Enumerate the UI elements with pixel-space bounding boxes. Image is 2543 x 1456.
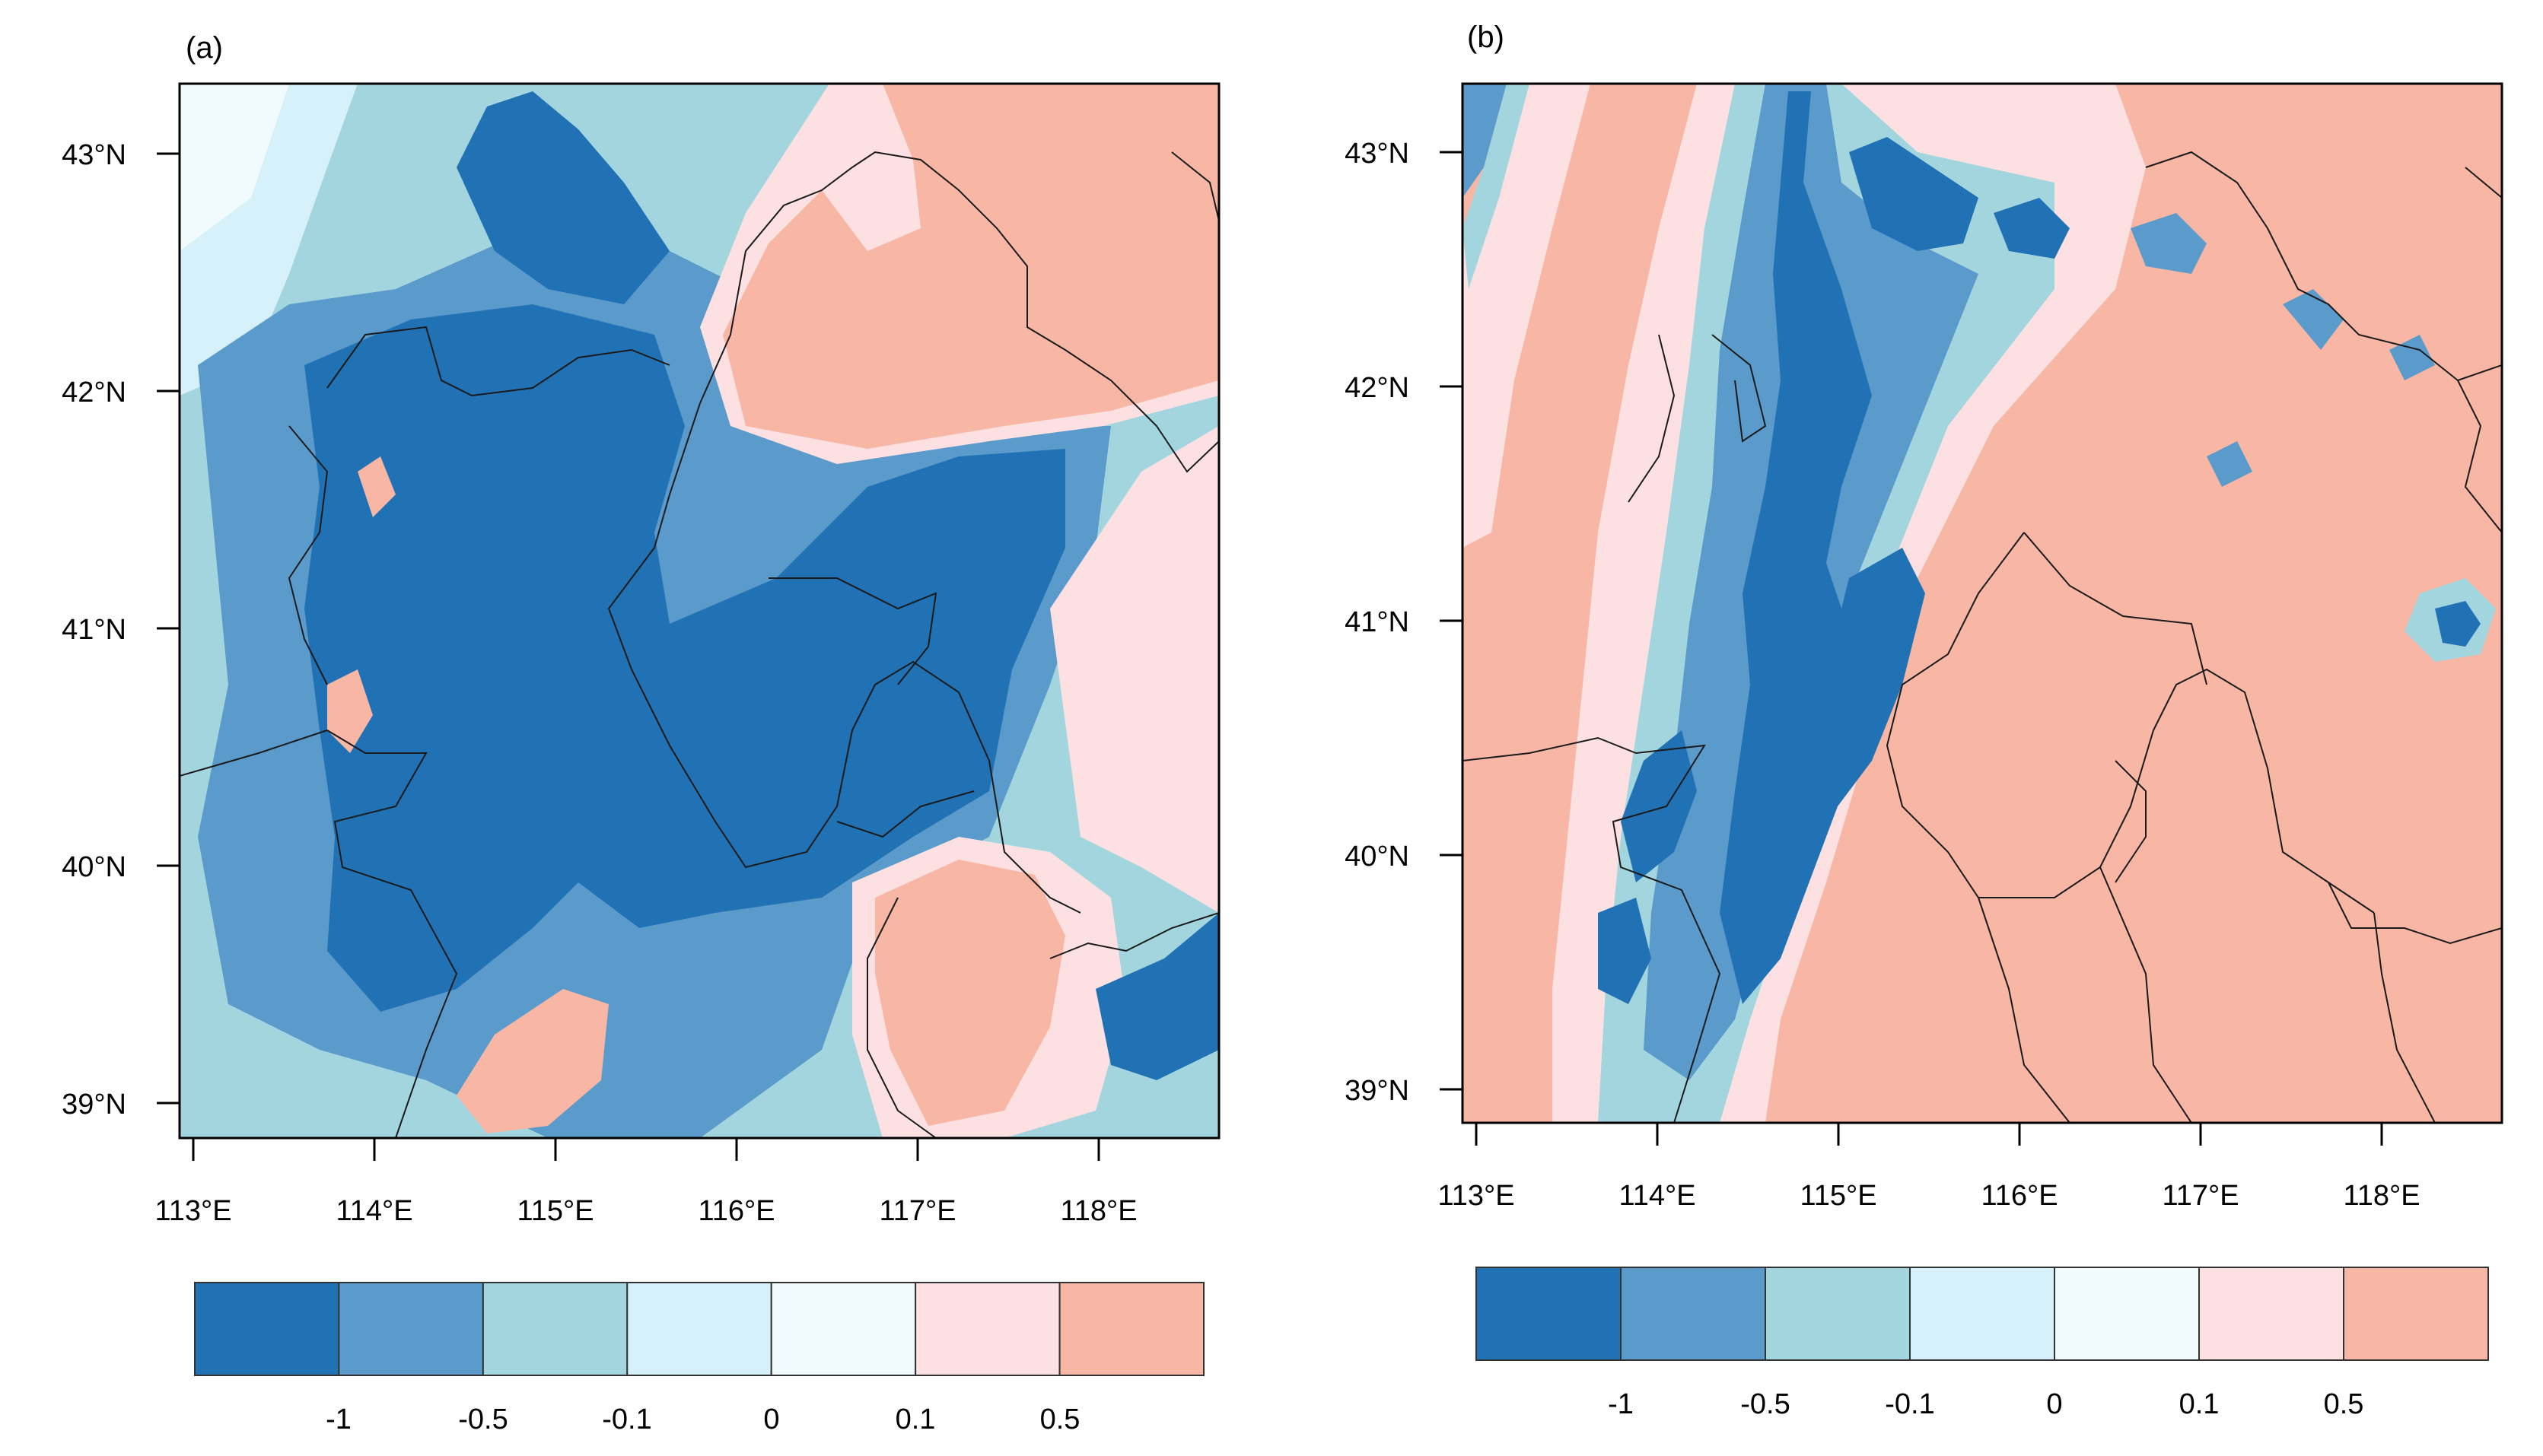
- colorbar-swatch: [1909, 1267, 2055, 1361]
- panel-b-colorbar-label: 0.1: [2179, 1388, 2220, 1420]
- colorbar-swatch: [1765, 1267, 1911, 1361]
- colorbar-swatch: [626, 1282, 772, 1376]
- panel-a-frame: [178, 82, 1221, 1140]
- panel-b-lon-tick: 114°E: [1618, 1180, 1695, 1212]
- panel-b-lat-tick: 42°N: [1345, 372, 1409, 404]
- panel-a-boundaries: [180, 151, 1219, 1138]
- panel-a-lon-tick: 113°E: [154, 1195, 231, 1227]
- panel-b-lat-tick: 41°N: [1345, 606, 1409, 638]
- panel-a-colorbar-label: -0.1: [602, 1404, 651, 1435]
- panel-b-colorbar: -1 -0.5 -0.1 0 0.1 0.5: [1475, 1267, 2489, 1420]
- colorbar-swatch: [482, 1282, 629, 1376]
- panel-a-field-north-bands: [457, 91, 670, 304]
- panel-b-lon-axis: 113°E 114°E 115°E 116°E 117°E 118°E: [1437, 1123, 2420, 1212]
- panel-a-field-west-blobs: [327, 456, 396, 753]
- panel-b-lat-axis: 43°N 42°N 41°N 40°N 39°N: [1345, 138, 1462, 1107]
- panel-a-lon-tick: 117°E: [879, 1195, 956, 1227]
- colorbar-swatch: [1058, 1282, 1205, 1376]
- panel-a-field-sw-pink: [457, 989, 609, 1133]
- panel-a-field-west-lightest: [180, 84, 289, 251]
- panel-a-field-se-pink: [875, 860, 1065, 1126]
- panel-b-colorbar-label: 0.5: [2324, 1388, 2364, 1420]
- panel-a-lat-tick: 42°N: [62, 377, 126, 409]
- panel-b-field-west-cyan: [1462, 84, 1529, 289]
- panel-a-lon-tick: 115°E: [517, 1195, 594, 1227]
- panel-b-lon-tick: 118°E: [2343, 1180, 2420, 1212]
- panel-a-lat-tick: 41°N: [62, 614, 126, 646]
- panel-a-lat-axis: 43°N 42°N 41°N 40°N 39°N: [62, 139, 180, 1121]
- panel-b-boundaries: [1462, 151, 2502, 1123]
- panel-a-lat-tick: 39°N: [62, 1089, 126, 1121]
- panel-b-lon-tick: 115°E: [1800, 1180, 1876, 1212]
- panel-b-field-dark-w: [1598, 730, 1697, 1004]
- panel-b-frame: [1461, 82, 2503, 1124]
- panel-b-field-west-blue: [1462, 84, 1507, 198]
- panel-a-field-ne-pink: [723, 84, 1219, 449]
- colorbar-swatch: [2198, 1267, 2344, 1361]
- panel-b-colorbar-frame: [1475, 1267, 2489, 1361]
- panel-a-lon-tick: 118°E: [1060, 1195, 1137, 1227]
- colorbar-swatch: [338, 1282, 484, 1376]
- panel-a-lon-axis: 113°E 114°E 115°E 116°E 117°E 118°E: [154, 1138, 1138, 1227]
- panel-a: (a): [62, 31, 1221, 1435]
- panel-b: (b): [1345, 21, 2503, 1420]
- panel-b-field-ne-scatter: [2131, 213, 2435, 487]
- panel-b-map: [1462, 84, 2502, 1123]
- panel-a-lon-tick: 116°E: [698, 1195, 775, 1227]
- panel-a-label: (a): [186, 31, 223, 65]
- panel-a-field-east-pink: [1050, 426, 1219, 913]
- panel-a-colorbar-label: -1: [326, 1404, 352, 1435]
- panel-a-lon-tick: 114°E: [336, 1195, 412, 1227]
- panel-b-lon-tick: 117°E: [2162, 1180, 2239, 1212]
- panel-a-lat-tick: 40°N: [62, 851, 126, 883]
- panel-b-field-dark-nw: [1849, 137, 2070, 259]
- panel-b-lon-tick: 116°E: [1981, 1180, 2058, 1212]
- colorbar-swatch: [1620, 1267, 1766, 1361]
- panel-a-colorbar-frame: [194, 1282, 1205, 1376]
- panel-a-map: [180, 84, 1219, 1138]
- panel-b-colorbar-label: -0.5: [1740, 1388, 1790, 1420]
- colorbar-swatch: [915, 1282, 1061, 1376]
- panel-b-field-east-spot-core: [2435, 601, 2481, 647]
- panel-b-lat-tick: 40°N: [1345, 841, 1409, 873]
- panel-a-colorbar-label: -0.5: [458, 1404, 508, 1435]
- colorbar-swatch: [2343, 1267, 2489, 1361]
- panel-b-field-dark-center: [1811, 548, 1925, 822]
- panel-b-lon-tick: 113°E: [1437, 1180, 1514, 1212]
- panel-a-field-se-blue: [1096, 913, 1219, 1080]
- panel-a-colorbar-label: 0.1: [896, 1404, 936, 1435]
- colorbar-swatch: [1475, 1267, 1622, 1361]
- colorbar-swatch: [194, 1282, 340, 1376]
- panel-a-colorbar: -1 -0.5 -0.1 0 0.1 0.5: [194, 1282, 1205, 1435]
- colorbar-swatch: [770, 1282, 917, 1376]
- panel-b-colorbar-label: -1: [1608, 1388, 1634, 1420]
- panel-b-lat-tick: 43°N: [1345, 138, 1409, 170]
- colorbar-swatch: [2054, 1267, 2200, 1361]
- panel-b-label: (b): [1467, 21, 1504, 54]
- panel-a-colorbar-label: 0.5: [1040, 1404, 1081, 1435]
- panel-a-lat-tick: 43°N: [62, 139, 126, 171]
- panel-a-colorbar-label: 0: [763, 1404, 779, 1435]
- panel-b-colorbar-label: -0.1: [1885, 1388, 1934, 1420]
- panel-b-colorbar-label: 0: [2046, 1388, 2062, 1420]
- panel-b-lat-tick: 39°N: [1345, 1075, 1409, 1107]
